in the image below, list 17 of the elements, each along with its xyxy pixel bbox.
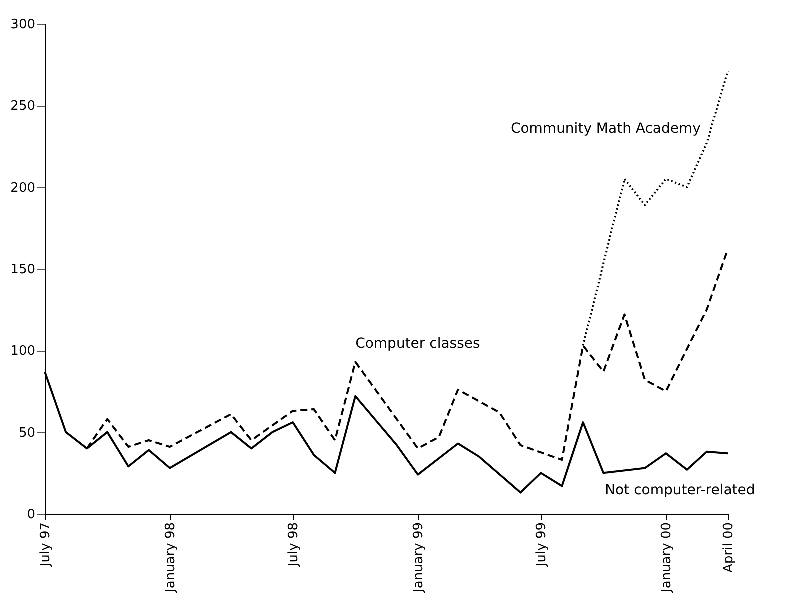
series-label: Community Math Academy — [510, 121, 701, 138]
x-tick-label: January 00 — [660, 522, 675, 594]
x-tick-label: July 97 — [38, 522, 54, 568]
y-tick-label: 0 — [27, 508, 36, 522]
y-tick-label: 50 — [18, 426, 36, 441]
y-tick-label: 150 — [10, 262, 36, 278]
y-tick-label: 100 — [10, 344, 36, 360]
y-tick-label: 250 — [10, 99, 36, 114]
x-tick-label: July 99 — [534, 522, 550, 568]
x-tick-label: January 98 — [164, 522, 179, 594]
y-tick-label: 300 — [10, 18, 36, 32]
y-tick-label: 200 — [10, 180, 36, 196]
x-tick-label: July 98 — [286, 522, 302, 568]
series-label: Not computer-related — [605, 482, 756, 498]
series-label: Computer classes — [356, 336, 480, 352]
x-tick-label: April 00 — [722, 522, 736, 573]
x-tick-label: January 99 — [412, 522, 427, 594]
